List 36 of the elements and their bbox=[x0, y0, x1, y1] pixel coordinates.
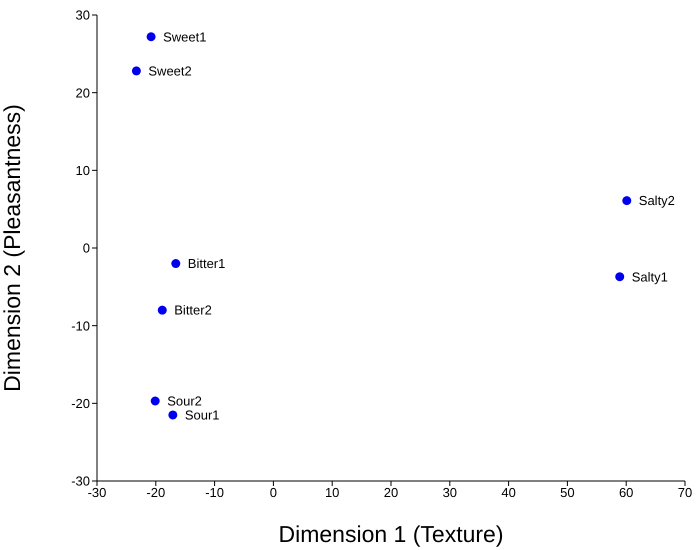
x-axis-title: Dimension 1 (Texture) bbox=[278, 521, 504, 547]
y-tick-label: 0 bbox=[82, 240, 90, 256]
y-tick-label: -30 bbox=[71, 474, 90, 489]
y-tick-label: 30 bbox=[76, 8, 90, 23]
point bbox=[132, 66, 141, 76]
x-tick-label: 30 bbox=[442, 485, 458, 500]
annotation: Sweet2 bbox=[148, 64, 192, 79]
y-axis-title: Dimension 2 (Pleasantness) bbox=[0, 104, 26, 392]
x-tick-label: -10 bbox=[205, 485, 224, 500]
point bbox=[171, 259, 180, 268]
annotation: Bitter2 bbox=[174, 302, 212, 318]
y-tick-label: -10 bbox=[71, 318, 90, 334]
x-tick-label: 70 bbox=[678, 485, 692, 500]
x-tick-label: 10 bbox=[324, 485, 340, 500]
y-tick-label: 10 bbox=[76, 162, 90, 178]
point bbox=[146, 32, 156, 42]
y-tick-label: 20 bbox=[76, 85, 90, 100]
annotation: Salty1 bbox=[632, 269, 668, 284]
annotation: Sour2 bbox=[167, 394, 202, 409]
annotation: Salty2 bbox=[638, 193, 675, 208]
point bbox=[150, 396, 160, 406]
y-tick-label: -20 bbox=[71, 396, 90, 411]
annotation: Sweet1 bbox=[163, 29, 206, 44]
x-tick-label: -20 bbox=[146, 485, 166, 500]
x-tick-label: 50 bbox=[560, 485, 575, 500]
annotation: Bitter1 bbox=[188, 256, 226, 272]
point bbox=[168, 410, 178, 420]
x-tick-label: 60 bbox=[618, 485, 634, 500]
x-tick-label: 20 bbox=[384, 485, 398, 500]
annotation: Sour1 bbox=[184, 408, 220, 423]
x-tick-label: 40 bbox=[501, 485, 516, 500]
x-tick-label: -30 bbox=[88, 485, 106, 500]
point bbox=[158, 306, 167, 315]
x-tick-label: 0 bbox=[270, 485, 278, 500]
point bbox=[615, 272, 624, 282]
point bbox=[622, 196, 632, 206]
